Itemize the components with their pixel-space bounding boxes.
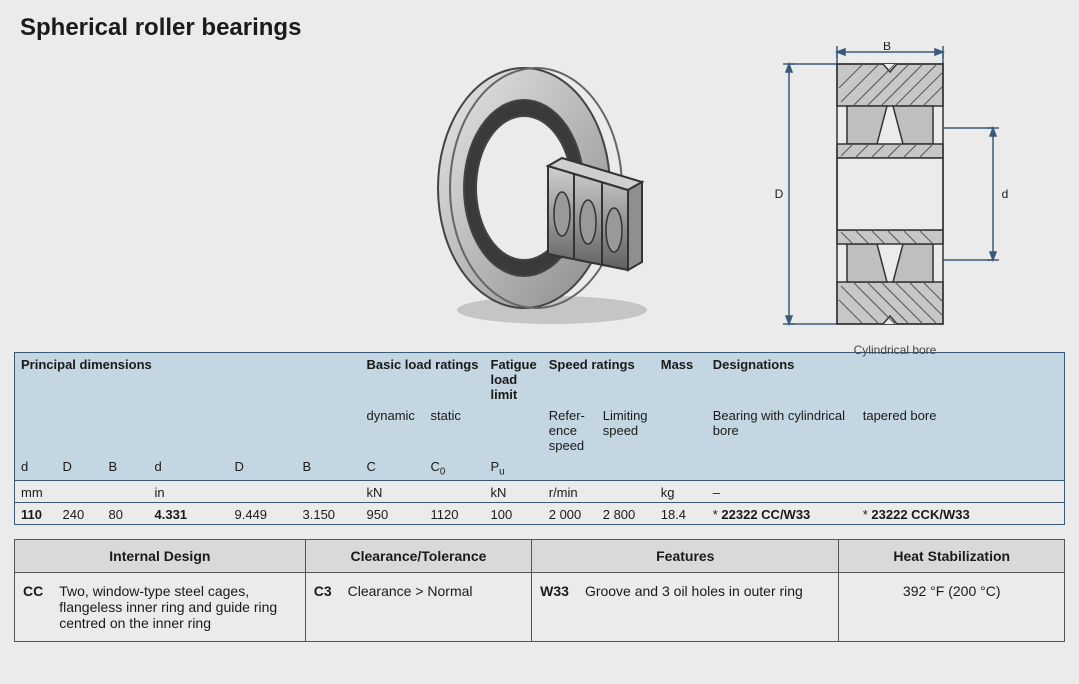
val-desig-cyl: * 22322 CC/W33 [707, 502, 857, 524]
sym-D-mm: D [57, 455, 103, 480]
hdr-principal: Principal dimensions [15, 353, 361, 405]
hdr-designations: Designations [707, 353, 1065, 405]
unit-dash: – [707, 480, 1065, 502]
sym-D-in: D [229, 455, 297, 480]
sym-d-in: d [149, 455, 229, 480]
unit-rmin: r/min [543, 480, 655, 502]
internal-text: Two, window-type steel cages, flangeless… [51, 572, 305, 641]
internal-code: CC [15, 572, 52, 641]
sym-C0: C0 [425, 455, 485, 480]
val-desig-tap: * 23222 CCK/W33 [857, 502, 1065, 524]
val-d-mm: 110 [15, 502, 57, 524]
val-D-in: 9.449 [229, 502, 297, 524]
hdr-limiting: Limiting speed [597, 404, 655, 455]
unit-mm: mm [15, 480, 149, 502]
hdr-features: Features [532, 539, 839, 572]
dim-label-B: B [883, 42, 891, 53]
clearance-code: C3 [305, 572, 339, 641]
val-C0: 1120 [425, 502, 485, 524]
hdr-static: static [425, 404, 485, 455]
hdr-basic-load: Basic load ratings [361, 353, 485, 405]
dim-label-d: d [1002, 187, 1009, 201]
page-title: Spherical roller bearings [20, 14, 1065, 42]
drawing-caption: Cylindrical bore [755, 343, 1035, 357]
val-lim-speed: 2 800 [597, 502, 655, 524]
val-D-mm: 240 [57, 502, 103, 524]
val-ref-speed: 2 000 [543, 502, 597, 524]
bearing-3d-illustration [424, 48, 684, 333]
hdr-dynamic: dynamic [361, 404, 425, 455]
unit-in: in [149, 480, 361, 502]
sym-C: C [361, 455, 425, 480]
sym-Pu: Pu [485, 455, 543, 480]
hdr-clearance: Clearance/Tolerance [305, 539, 531, 572]
val-B-mm: 80 [103, 502, 149, 524]
sym-B-mm: B [103, 455, 149, 480]
hdr-heat: Heat Stabilization [839, 539, 1065, 572]
info-table: Internal Design Clearance/Tolerance Feat… [14, 539, 1065, 642]
dim-label-D: D [775, 187, 784, 201]
unit-kg: kg [655, 480, 707, 502]
unit-kN: kN [361, 480, 485, 502]
val-d-in: 4.331 [149, 502, 229, 524]
hdr-reference: Refer-ence speed [543, 404, 597, 455]
features-code: W33 [532, 572, 577, 641]
hdr-fatigue: Fatigue load limit [485, 353, 543, 405]
sym-d-mm: d [15, 455, 57, 480]
table-row: 110 240 80 4.331 9.449 3.150 950 1120 10… [15, 502, 1065, 524]
clearance-text: Clearance > Normal [340, 572, 532, 641]
hdr-speed: Speed ratings [543, 353, 655, 405]
heat-text: 392 °F (200 °C) [839, 572, 1065, 641]
val-Pu: 100 [485, 502, 543, 524]
val-C: 950 [361, 502, 425, 524]
hdr-mass: Mass [655, 353, 707, 405]
val-mass: 18.4 [655, 502, 707, 524]
dimension-drawing: B D d Cylindrical bore [755, 42, 1035, 357]
sym-B-in: B [297, 455, 361, 480]
val-B-in: 3.150 [297, 502, 361, 524]
spec-table: Principal dimensions Basic load ratings … [14, 352, 1065, 525]
hdr-internal: Internal Design [15, 539, 306, 572]
hdr-tapered: tapered bore [857, 404, 1065, 455]
features-text: Groove and 3 oil holes in outer ring [577, 572, 839, 641]
hdr-bearing-cyl: Bearing with cylindrical bore [707, 404, 857, 455]
unit-kN2: kN [485, 480, 543, 502]
